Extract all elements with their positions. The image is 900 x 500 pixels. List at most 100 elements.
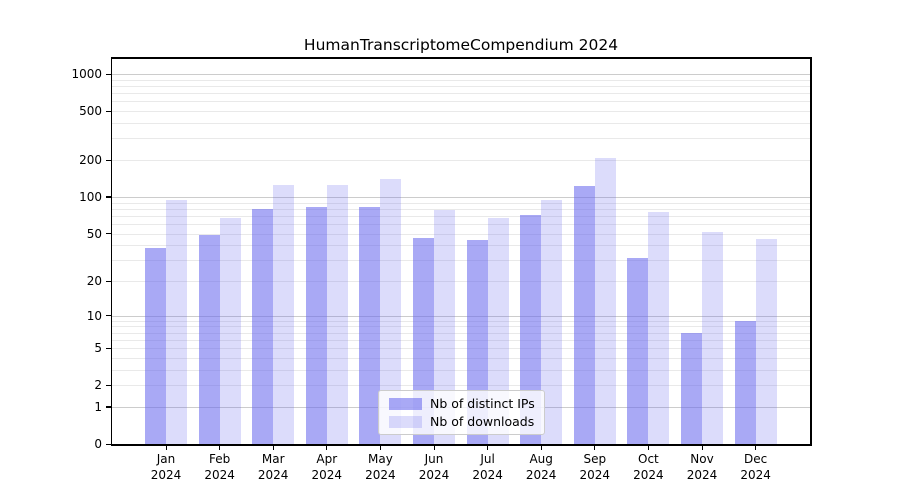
- bar-downloads-sep: [594, 158, 616, 444]
- minor-gridline: [112, 138, 810, 140]
- bar-downloads-jul: [487, 218, 509, 444]
- x-tick-year: 2024: [579, 467, 611, 482]
- y-axis-tick: [105, 110, 111, 112]
- y-tick-label-100: 100: [79, 189, 102, 204]
- legend-swatch-ips-icon: [389, 397, 422, 410]
- minor-gridline: [112, 281, 810, 282]
- minor-gridline: [112, 320, 810, 322]
- y-axis-tick: [105, 73, 111, 75]
- bar-ips-may: [359, 206, 381, 444]
- x-axis-tick: [433, 445, 435, 450]
- x-tick-year: 2024: [525, 467, 557, 482]
- axis-spine-right: [810, 57, 812, 446]
- minor-gridline: [112, 260, 810, 262]
- x-tick-month: Jun: [424, 452, 444, 466]
- x-tick-year: 2024: [311, 467, 343, 482]
- minor-gridline: [112, 202, 810, 204]
- minor-gridline: [112, 332, 810, 334]
- y-axis-tick: [105, 406, 111, 408]
- minor-gridline: [112, 245, 810, 247]
- x-tick-label-apr-2024: Apr 2024: [295, 452, 359, 483]
- y-tick-label-1: 1: [94, 399, 102, 414]
- x-tick-year: 2024: [150, 467, 182, 482]
- legend-item-ips: Nb of distinct IPs: [389, 396, 544, 411]
- y-tick-label-50: 50: [86, 226, 102, 241]
- x-tick-label-aug-2024: Aug 2024: [509, 452, 573, 483]
- y-tick-label-0: 0: [94, 437, 102, 451]
- bar-downloads-feb: [219, 218, 241, 444]
- legend-swatch-downloads-icon: [389, 415, 422, 428]
- major-gridline: [112, 196, 810, 198]
- y-axis-tick: [105, 384, 111, 386]
- x-axis-tick: [379, 445, 382, 450]
- minor-gridline: [112, 93, 810, 95]
- minor-gridline: [112, 326, 810, 328]
- x-tick-month: Sep: [583, 452, 607, 466]
- bar-ips-feb: [198, 234, 220, 444]
- minor-gridline: [112, 348, 810, 350]
- y-axis-tick: [105, 443, 111, 445]
- x-axis-tick: [272, 445, 274, 450]
- legend: Nb of distinct IPs Nb of downloads: [378, 390, 545, 435]
- bar-ips-apr: [305, 206, 327, 444]
- x-tick-year: 2024: [633, 467, 664, 482]
- minor-gridline: [112, 385, 810, 387]
- x-axis-tick: [165, 445, 167, 450]
- bar-downloads-aug: [541, 200, 563, 444]
- x-axis-tick: [755, 445, 757, 450]
- axis-spine-left: [110, 57, 112, 446]
- minor-gridline: [112, 123, 810, 124]
- x-tick-year: 2024: [472, 467, 503, 482]
- minor-gridline: [112, 357, 810, 359]
- minor-gridline: [112, 86, 810, 87]
- x-axis-tick: [326, 445, 328, 450]
- bar-ips-mar: [252, 208, 274, 444]
- legend-item-downloads: Nb of downloads: [389, 414, 544, 429]
- x-tick-month: Nov: [690, 452, 714, 466]
- bar-downloads-mar: [273, 184, 295, 444]
- bar-ips-jan: [145, 247, 166, 444]
- legend-item-label: Nb of distinct IPs: [430, 396, 535, 411]
- minor-gridline: [112, 215, 810, 217]
- bar-ips-oct: [627, 258, 649, 444]
- x-tick-label-nov-2024: Nov 2024: [670, 452, 734, 483]
- minor-gridline: [112, 111, 810, 113]
- x-tick-label-may-2024: May 2024: [348, 452, 412, 483]
- x-tick-month: Oct: [638, 452, 659, 466]
- x-tick-year: 2024: [686, 467, 718, 482]
- x-tick-year: 2024: [365, 467, 396, 482]
- major-gridline: [112, 74, 810, 75]
- bar-downloads-dec: [755, 239, 777, 444]
- x-tick-label-jun-2024: Jun 2024: [402, 452, 466, 483]
- x-tick-year: 2024: [257, 467, 289, 482]
- x-tick-year: 2024: [204, 467, 235, 482]
- x-tick-label-mar-2024: Mar 2024: [241, 452, 305, 483]
- y-tick-label-5: 5: [94, 341, 102, 356]
- minor-gridline: [112, 223, 810, 225]
- x-tick-month: May: [367, 452, 393, 466]
- x-tick-year: 2024: [418, 467, 450, 482]
- x-tick-month: Dec: [743, 452, 768, 466]
- bar-downloads-oct: [648, 212, 670, 444]
- bar-ips-sep: [573, 185, 595, 444]
- minor-gridline: [112, 208, 810, 210]
- x-tick-label-sep-2024: Sep 2024: [563, 452, 627, 483]
- y-tick-label-1000: 1000: [71, 67, 102, 81]
- x-axis-tick: [487, 445, 489, 450]
- y-axis-tick: [105, 280, 111, 282]
- x-tick-label-jul-2024: Jul 2024: [456, 452, 520, 483]
- bar-downloads-apr: [326, 184, 348, 444]
- y-axis-tick: [105, 233, 111, 235]
- bar-downloads-may: [380, 179, 402, 444]
- x-tick-month: Mar: [261, 452, 285, 466]
- bar-ips-nov: [681, 332, 702, 444]
- y-tick-label-500: 500: [79, 104, 102, 119]
- y-axis-tick: [105, 159, 111, 161]
- minor-gridline: [112, 160, 810, 161]
- minor-gridline: [112, 233, 810, 235]
- x-tick-label-oct-2024: Oct 2024: [616, 452, 680, 483]
- legend-item-label: Nb of downloads: [430, 414, 535, 429]
